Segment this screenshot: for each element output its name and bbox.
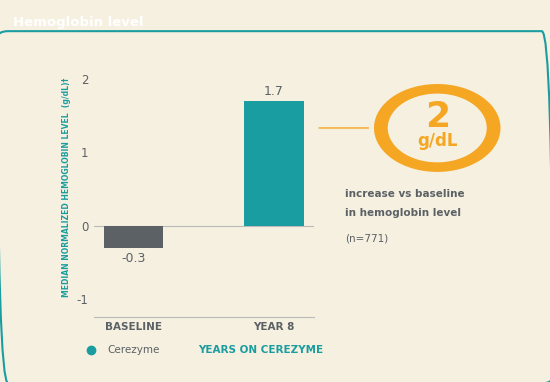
Text: 2: 2 [425, 99, 450, 134]
Bar [244, 101, 304, 226]
Text: (n=771): (n=771) [345, 233, 389, 243]
Text: Cerezyme: Cerezyme [107, 345, 160, 354]
Text: increase vs baseline: increase vs baseline [345, 189, 465, 199]
Text: in hemoglobin level: in hemoglobin level [345, 208, 461, 218]
Polygon shape [388, 94, 487, 162]
Polygon shape [374, 84, 500, 172]
Text: Hemoglobin level: Hemoglobin level [13, 16, 144, 29]
Text: -0.3: -0.3 [121, 252, 145, 265]
Y-axis label: MEDIAN NORMALIZED HEMOGLOBIN LEVEL  (g/dL)†: MEDIAN NORMALIZED HEMOGLOBIN LEVEL (g/dL… [62, 78, 71, 297]
Text: YEARS ON CEREZYME: YEARS ON CEREZYME [198, 345, 323, 354]
Text: g/dL: g/dL [417, 132, 458, 151]
Text: 1.7: 1.7 [264, 84, 284, 97]
Bar [103, 226, 163, 248]
